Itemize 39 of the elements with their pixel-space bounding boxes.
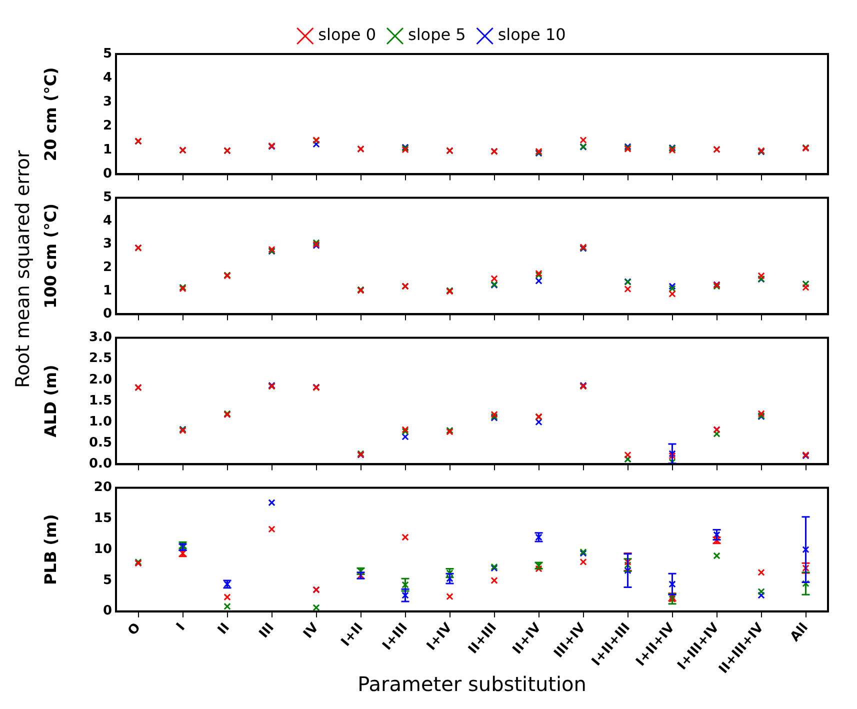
y-tick-label: 3.0 xyxy=(88,330,112,346)
y-tick-label: 0 xyxy=(102,166,112,182)
y-tick-label: 0 xyxy=(102,604,112,619)
x-tick-label: III xyxy=(256,620,278,642)
y-tick-label: 0.0 xyxy=(88,456,112,472)
y-tick-label: 4 xyxy=(102,213,112,228)
text: Root mean squared error xyxy=(12,150,34,388)
y-tick-label: 2 xyxy=(102,260,112,276)
y-tick-label: 2.5 xyxy=(88,351,112,366)
y-axis-title: 100 cm (°C) xyxy=(40,203,60,309)
y-tick-label: 5 xyxy=(102,46,112,62)
y-tick-label: 3 xyxy=(102,236,112,252)
y-tick-label: 0.5 xyxy=(88,436,112,451)
legend-label: slope 5 xyxy=(408,25,466,44)
y-tick-label: 0 xyxy=(102,306,112,322)
x-tick-label: II xyxy=(215,620,233,638)
x-tick-label: All xyxy=(788,620,812,645)
y-tick-label: 10 xyxy=(94,542,112,557)
x-tick-label: IV xyxy=(300,620,322,642)
x-axis-title: Parameter substitution xyxy=(358,672,586,696)
y-tick-label: 20 xyxy=(94,480,112,496)
y-tick-label: 3 xyxy=(102,94,112,110)
y-tick-label: 1 xyxy=(102,142,112,158)
x-tick-label: I xyxy=(174,620,188,634)
y-tick-label: 15 xyxy=(94,511,112,526)
y-tick-label: 1.0 xyxy=(88,414,112,430)
legend-label: slope 0 xyxy=(318,25,376,44)
y-axis-title: ALD (m) xyxy=(40,364,60,438)
legend-label: slope 10 xyxy=(498,25,566,44)
y-tick-label: 5 xyxy=(102,190,112,206)
y-axis-title: PLB (m) xyxy=(40,514,60,586)
y-tick-label: 4 xyxy=(102,70,112,86)
y-tick-label: 2.0 xyxy=(88,372,112,388)
y-tick-label: 2 xyxy=(102,118,112,134)
x-tick-label: O xyxy=(125,620,144,639)
y-axis-title: 20 cm (°C) xyxy=(40,67,60,162)
y-tick-label: 5 xyxy=(102,572,112,588)
y-tick-label: 1 xyxy=(102,283,112,298)
y-tick-label: 1.5 xyxy=(88,393,112,408)
